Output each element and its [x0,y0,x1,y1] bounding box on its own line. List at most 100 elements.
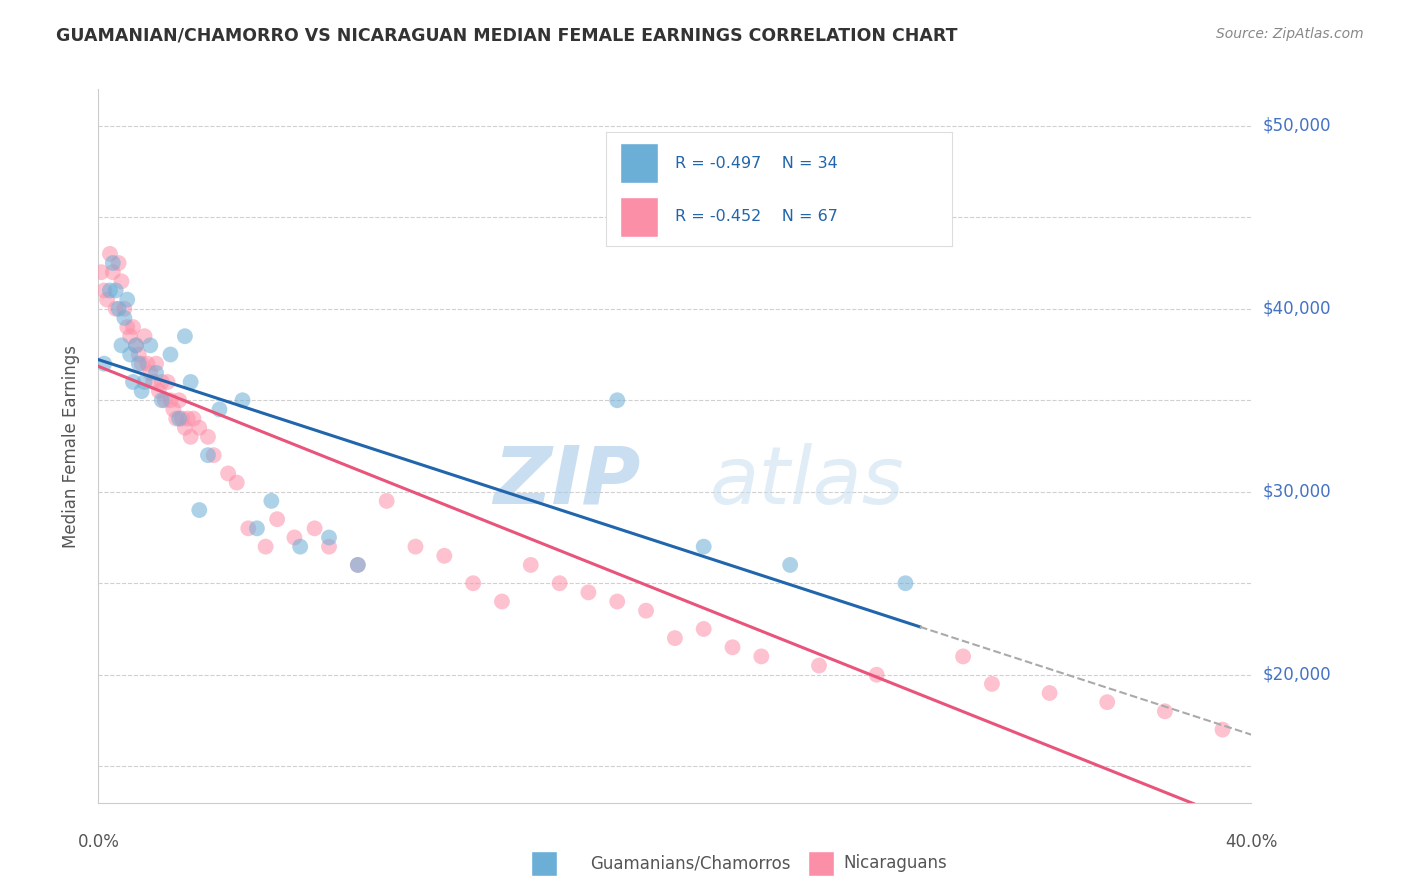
Text: GUAMANIAN/CHAMORRO VS NICARAGUAN MEDIAN FEMALE EARNINGS CORRELATION CHART: GUAMANIAN/CHAMORRO VS NICARAGUAN MEDIAN … [56,27,957,45]
Point [208,402,231,417]
Point [112,301,135,316]
Point [107,301,129,316]
Point [751,649,773,664]
Point [1038,686,1062,700]
Point [159,347,181,361]
Point [150,393,173,408]
Text: $20,000: $20,000 [1263,665,1331,683]
Point [217,467,239,481]
Point [150,375,173,389]
Text: atlas: atlas [710,442,904,521]
Point [177,411,200,425]
Point [159,393,181,408]
Point [1212,723,1234,737]
Point [136,357,159,371]
Point [433,549,456,563]
Point [606,393,628,408]
Point [693,540,716,554]
Point [139,338,162,352]
Point [461,576,484,591]
Text: Guamanians/Chamorros: Guamanians/Chamorros [591,855,792,872]
Text: $50,000: $50,000 [1263,117,1331,135]
Point [807,658,830,673]
Point [346,558,368,572]
Point [156,375,179,389]
Point [120,347,142,361]
Point [981,677,1004,691]
Text: Source: ZipAtlas.com: Source: ZipAtlas.com [1216,27,1364,41]
Point [117,293,138,307]
Point [520,558,543,572]
Point [96,293,118,307]
Point [98,247,121,261]
Text: Nicaraguans: Nicaraguans [844,855,948,872]
Point [101,265,124,279]
Point [197,430,219,444]
Point [188,420,211,434]
Point [167,393,190,408]
Point [120,329,142,343]
Point [180,375,202,389]
Point [167,411,190,425]
Point [180,430,202,444]
Text: ZIP: ZIP [494,442,640,521]
Point [1097,695,1119,709]
Point [104,284,127,298]
Point [894,576,917,591]
Point [145,357,167,371]
Point [346,558,368,572]
Point [188,503,211,517]
Text: 0.0%: 0.0% [77,833,120,851]
Point [202,448,225,462]
Point [125,338,148,352]
Point [134,329,156,343]
Point [225,475,247,490]
Point [606,594,628,608]
Point [375,494,398,508]
Point [165,411,187,425]
Point [131,357,153,371]
Point [174,329,197,343]
Point [183,411,205,425]
Point [721,640,744,655]
Point [131,384,153,398]
Point [162,402,184,417]
Point [90,265,112,279]
Point [122,320,145,334]
Point [174,420,197,434]
Point [128,357,150,371]
Point [197,448,219,462]
Point [260,494,283,508]
Point [238,521,260,535]
Point [139,366,162,380]
Point [290,540,312,554]
Point [110,274,132,288]
Point [952,649,974,664]
Point [101,256,124,270]
Point [128,347,150,361]
Point [254,540,277,554]
Point [304,521,326,535]
Point [153,393,176,408]
Point [104,301,127,316]
Point [548,576,571,591]
Text: 40.0%: 40.0% [1225,833,1278,851]
Point [866,667,889,681]
Point [122,375,145,389]
Point [779,558,801,572]
Point [170,411,193,425]
Point [148,384,170,398]
Point [93,284,115,298]
Point [283,531,305,545]
Point [98,284,121,298]
Point [125,338,148,352]
Point [117,320,138,334]
Point [1153,704,1175,718]
Point [112,310,135,325]
Point [142,375,165,389]
Point [246,521,269,535]
Point [231,393,254,408]
Y-axis label: Median Female Earnings: Median Female Earnings [62,344,80,548]
Point [318,540,340,554]
Point [636,604,658,618]
